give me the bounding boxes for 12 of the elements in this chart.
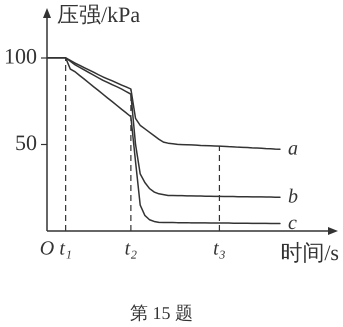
text: 第 15 题 [130, 303, 193, 323]
x-axis-title: 时间/s [280, 240, 339, 265]
legend-label: c [288, 212, 297, 234]
series-label: a [288, 138, 298, 160]
y-tick-label: 100 [4, 44, 37, 69]
x-tick-label: t₂ [124, 237, 138, 260]
x-tick-label: t₁ [59, 237, 72, 260]
x-tick-label: t₃ [213, 237, 226, 260]
y-axis-title: 压强/kPa [57, 2, 140, 27]
y-tick-label: 50 [15, 130, 37, 156]
x-tick-label: O [40, 237, 54, 260]
series-label: b [288, 185, 298, 208]
